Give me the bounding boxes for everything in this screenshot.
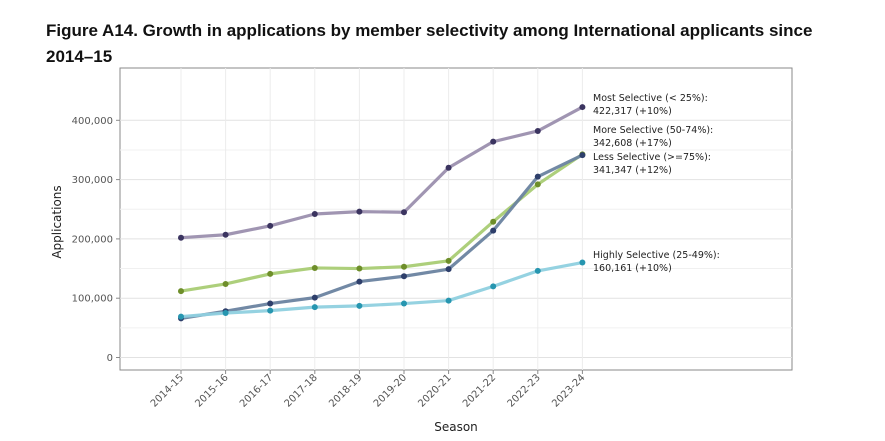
data-point	[311, 210, 318, 217]
figure-title: Figure A14. Growth in applications by me…	[46, 21, 813, 66]
series-line	[179, 105, 585, 240]
plot-frame	[119, 67, 793, 371]
y-tick-label: 0	[107, 353, 113, 364]
data-point	[267, 307, 274, 314]
data-point	[267, 270, 274, 277]
data-point	[490, 218, 497, 225]
series-end-label: 341,347 (+12%)	[593, 165, 672, 176]
data-point	[267, 300, 274, 307]
data-point	[579, 259, 586, 266]
data-point	[267, 222, 274, 229]
series-end-label: 342,608 (+17%)	[593, 138, 672, 149]
data-point	[356, 302, 363, 309]
data-point	[356, 208, 363, 215]
y-tick-label: 100,000	[72, 294, 113, 305]
y-axis-title: Applications	[50, 185, 64, 258]
data-point	[401, 263, 407, 270]
data-point	[490, 227, 497, 234]
data-point	[445, 164, 452, 171]
data-point	[445, 266, 452, 273]
series-line	[179, 152, 585, 293]
data-point	[401, 300, 407, 307]
x-tick-label: 2020-21	[416, 372, 453, 409]
x-tick-label: 2022-23	[506, 372, 543, 409]
series-end-label: Highly Selective (25-49%):	[593, 250, 720, 261]
series-1	[178, 151, 586, 295]
data-point	[401, 273, 407, 280]
data-point	[356, 278, 363, 285]
series-2	[178, 152, 586, 322]
data-point	[178, 234, 184, 241]
y-tick-label: 300,000	[72, 175, 113, 186]
series-end-label: 422,317 (+10%)	[593, 106, 672, 117]
series-line	[179, 153, 585, 320]
data-point	[222, 231, 229, 238]
series-end-label: More Selective (50-74%):	[593, 125, 713, 136]
x-tick-label: 2018-19	[327, 372, 364, 409]
x-axis-title: Season	[434, 420, 478, 434]
data-point	[178, 313, 184, 320]
y-tick-label: 200,000	[72, 234, 113, 245]
data-point	[579, 104, 586, 111]
x-tick-label: 2015-16	[193, 372, 230, 409]
data-point	[178, 288, 184, 295]
x-tick-label: 2017-18	[283, 372, 320, 409]
series-0	[178, 104, 586, 241]
x-tick-label: 2023-24	[550, 372, 587, 409]
series-end-label: 160,161 (+10%)	[593, 263, 672, 274]
data-point	[534, 181, 541, 188]
series-end-label: Less Selective (>=75%):	[593, 152, 711, 163]
data-point	[222, 280, 229, 287]
x-tick-label: 2019-20	[372, 372, 409, 409]
data-point	[445, 297, 452, 304]
data-point	[490, 283, 497, 290]
data-point	[311, 264, 318, 271]
series-3	[178, 259, 586, 320]
x-tick-label: 2016-17	[238, 372, 275, 409]
y-tick-label: 400,000	[72, 116, 113, 127]
x-tick-label: 2021-22	[461, 372, 498, 409]
data-point	[311, 304, 318, 311]
data-point	[356, 265, 363, 272]
data-point	[579, 152, 586, 159]
data-point	[401, 209, 407, 216]
data-point	[534, 267, 541, 274]
series-end-label: Most Selective (< 25%):	[593, 93, 708, 104]
data-point	[311, 294, 318, 301]
data-point	[534, 127, 541, 134]
data-point	[490, 138, 497, 145]
data-point	[222, 310, 229, 317]
data-point	[534, 173, 541, 180]
series-line	[179, 260, 585, 319]
data-point	[445, 257, 452, 264]
x-tick-label: 2014-15	[149, 372, 186, 409]
